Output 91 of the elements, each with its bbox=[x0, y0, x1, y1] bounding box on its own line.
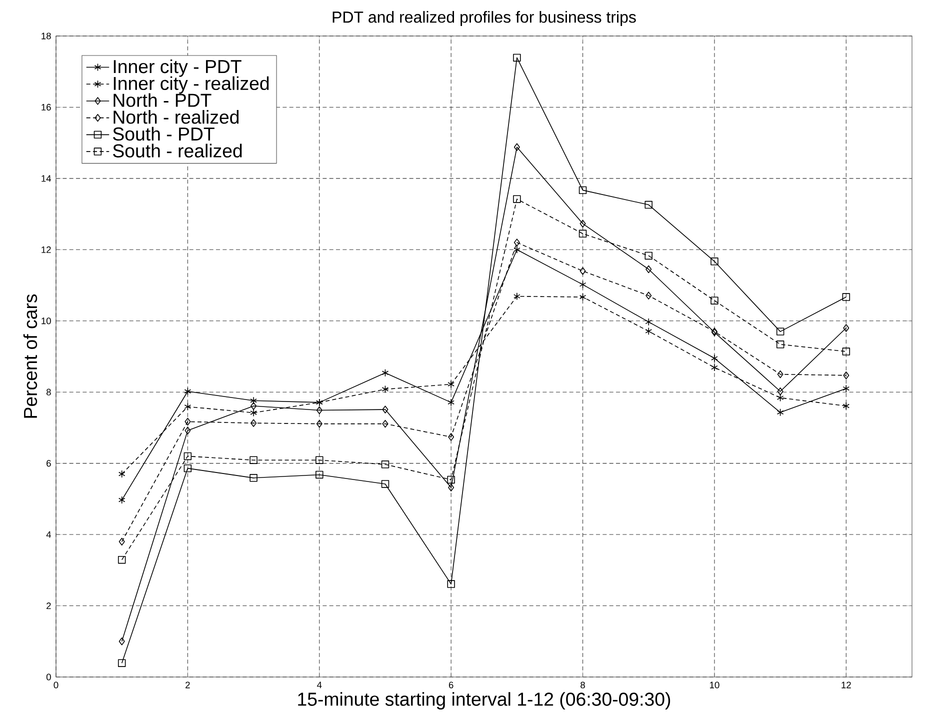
point bbox=[843, 372, 850, 380]
point bbox=[644, 200, 652, 209]
point bbox=[448, 484, 454, 492]
x-tick-label: 2 bbox=[186, 682, 190, 688]
point bbox=[250, 419, 257, 427]
point bbox=[381, 480, 390, 488]
point bbox=[578, 186, 587, 194]
legend-label: North - PDT bbox=[114, 93, 212, 107]
point bbox=[776, 340, 784, 348]
legend-label: Inner city - realized bbox=[114, 76, 269, 94]
y-tick-label: 4 bbox=[46, 531, 52, 538]
point bbox=[184, 426, 191, 434]
point bbox=[645, 327, 652, 336]
legend-label: North - realized bbox=[114, 110, 239, 124]
point bbox=[448, 398, 454, 406]
point bbox=[646, 265, 652, 274]
point bbox=[513, 54, 521, 62]
point bbox=[578, 230, 587, 238]
x-tick-label: 8 bbox=[580, 682, 585, 688]
point bbox=[579, 280, 586, 288]
point bbox=[250, 456, 258, 464]
point bbox=[842, 348, 850, 356]
y-tick-label: 14 bbox=[42, 175, 52, 182]
point bbox=[118, 638, 125, 646]
y-tick-label: 2 bbox=[46, 602, 51, 610]
y-tick-label: 16 bbox=[42, 104, 51, 111]
point bbox=[710, 296, 718, 304]
y-tick-label: 10 bbox=[42, 318, 51, 324]
point bbox=[777, 370, 784, 378]
point bbox=[382, 406, 388, 414]
point bbox=[842, 293, 850, 301]
x-tick-label: 4 bbox=[317, 682, 322, 688]
point bbox=[580, 220, 586, 228]
point bbox=[184, 464, 192, 472]
point bbox=[513, 195, 521, 203]
point bbox=[381, 460, 390, 468]
point bbox=[316, 420, 322, 428]
point bbox=[580, 267, 586, 275]
point bbox=[645, 318, 652, 326]
point bbox=[448, 433, 454, 441]
point bbox=[646, 292, 652, 300]
legend-label: Inner city - PDT bbox=[114, 59, 242, 77]
point bbox=[514, 238, 520, 246]
point bbox=[776, 328, 784, 336]
point bbox=[514, 292, 520, 300]
y-tick-label: 12 bbox=[42, 246, 51, 253]
point bbox=[184, 388, 192, 396]
point bbox=[250, 474, 258, 482]
y-axis-title: Percent of cars bbox=[23, 294, 38, 418]
y-tick-label: 8 bbox=[46, 388, 51, 396]
point bbox=[118, 538, 125, 546]
x-axis-title: 15-minute starting interval 1-12 (06:30-09:30) bbox=[298, 692, 670, 710]
chart-title: PDT and realized profiles for business trips bbox=[332, 11, 636, 26]
point bbox=[184, 452, 192, 460]
point bbox=[316, 456, 324, 464]
x-tick-label: 0 bbox=[54, 682, 58, 688]
point bbox=[710, 258, 718, 266]
point bbox=[118, 470, 126, 478]
y-tick-label: 0 bbox=[46, 674, 51, 680]
legend-label: South - PDT bbox=[113, 126, 214, 141]
point bbox=[711, 354, 718, 362]
point bbox=[777, 388, 784, 396]
point bbox=[382, 420, 388, 428]
x-tick-label: 10 bbox=[710, 682, 720, 688]
point bbox=[776, 408, 784, 416]
point bbox=[711, 364, 718, 372]
point bbox=[184, 402, 192, 411]
point bbox=[514, 143, 520, 151]
point bbox=[843, 324, 850, 332]
point bbox=[842, 384, 850, 392]
point bbox=[118, 496, 126, 504]
legend-label: South - realized bbox=[113, 144, 242, 158]
point bbox=[250, 408, 257, 417]
point bbox=[448, 380, 454, 388]
y-tick-label: 6 bbox=[46, 460, 51, 467]
x-tick-label: 12 bbox=[842, 682, 851, 688]
point bbox=[382, 385, 389, 394]
point bbox=[382, 369, 389, 377]
point bbox=[184, 418, 191, 426]
point bbox=[447, 580, 455, 588]
x-tick-label: 6 bbox=[448, 682, 454, 688]
point bbox=[447, 476, 455, 484]
point bbox=[316, 470, 324, 479]
point bbox=[579, 293, 586, 301]
point bbox=[118, 556, 126, 564]
point bbox=[644, 252, 652, 260]
point bbox=[842, 402, 850, 410]
point bbox=[514, 246, 520, 254]
point bbox=[118, 659, 126, 667]
point bbox=[776, 394, 784, 402]
y-tick-label: 18 bbox=[42, 32, 51, 40]
